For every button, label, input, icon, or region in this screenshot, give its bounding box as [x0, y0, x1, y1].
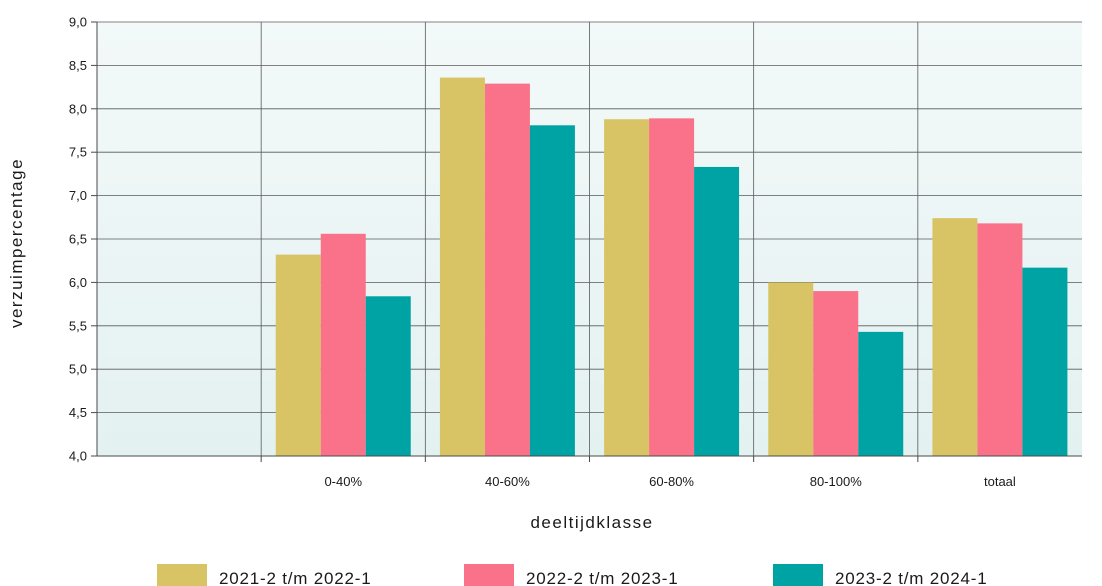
x-tick-label: 60-80%: [649, 474, 694, 489]
y-tick-labels: 4,0 4,5 5,0 5,5 6,0 6,5 7,0 7,5 8,0 8,5 9,0: [69, 15, 87, 464]
y-tick-label: 6,0: [69, 275, 87, 290]
legend-swatch: [157, 564, 207, 586]
legend-swatch: [464, 564, 514, 586]
y-tick-label: 7,0: [69, 188, 87, 203]
y-tick-label: 6,5: [69, 232, 87, 247]
legend-swatch: [773, 564, 823, 586]
x-tick-label: totaal: [984, 474, 1016, 489]
bar: [529, 125, 575, 457]
x-tick-label: 0-40%: [324, 474, 362, 489]
x-axis-title: deeltijdklasse: [530, 513, 653, 532]
legend-label: 2023-2 t/m 2024-1: [835, 569, 988, 586]
y-tick-label: 5,0: [69, 362, 87, 377]
y-tick-label: 4,0: [69, 449, 87, 464]
bar: [484, 83, 530, 457]
y-axis-title: verzuimpercentage: [7, 158, 26, 328]
bar: [768, 282, 814, 456]
bar: [858, 331, 904, 456]
bar: [604, 119, 650, 456]
legend-label: 2021-2 t/m 2022-1: [219, 569, 372, 586]
bar: [275, 254, 321, 456]
y-tick-label: 5,5: [69, 318, 87, 333]
bar: [694, 166, 740, 456]
x-tick-label: 80-100%: [810, 474, 862, 489]
y-tick-label: 8,5: [69, 58, 87, 73]
bar: [977, 223, 1023, 456]
bar: [439, 77, 485, 456]
y-tick-label: 9,0: [69, 15, 87, 30]
bars: [275, 77, 1068, 457]
grid-lines: [97, 21, 1082, 457]
y-tick-label: 8,0: [69, 101, 87, 116]
axes: [91, 21, 1082, 462]
x-tick-labels: 0-40% 40-60% 60-80% 80-100% totaal: [324, 474, 1015, 489]
y-tick-label: 7,5: [69, 145, 87, 160]
bar: [649, 118, 695, 457]
legend-label: 2022-2 t/m 2023-1: [526, 569, 679, 586]
bar: [365, 296, 411, 456]
bar: [813, 291, 859, 456]
bar: [1022, 267, 1068, 456]
bar: [932, 218, 978, 456]
x-tick-label: 40-60%: [485, 474, 530, 489]
bar: [320, 233, 366, 456]
legend: 2021-2 t/m 2022-1 2022-2 t/m 2023-1 2023-2…: [157, 564, 988, 586]
y-tick-label: 4,5: [69, 405, 87, 420]
